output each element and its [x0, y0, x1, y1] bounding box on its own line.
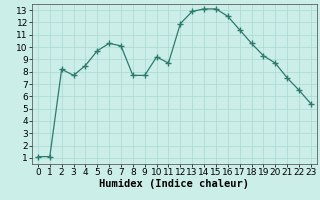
X-axis label: Humidex (Indice chaleur): Humidex (Indice chaleur) — [100, 179, 249, 189]
